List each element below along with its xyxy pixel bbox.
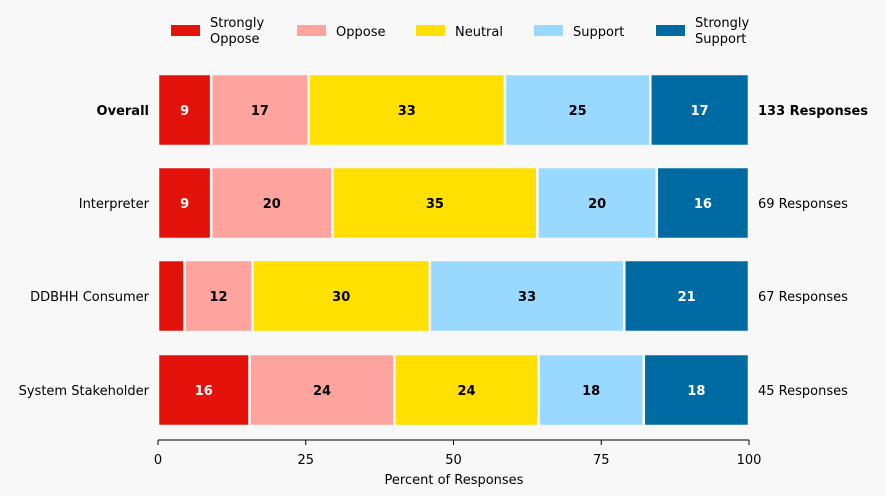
data-label-overall-support: 25	[569, 104, 587, 119]
data-label-system-stakeholder-neutral: 24	[457, 384, 475, 399]
bar-overall-neutral	[307, 72, 507, 148]
bar-overall-oppose	[209, 72, 310, 148]
bar-ddbhh-consumer-strongly-support	[623, 258, 751, 334]
legend-label-support: Support	[573, 25, 624, 40]
data-label-ddbhh-consumer-oppose: 12	[210, 290, 228, 305]
legend-swatch-support	[534, 25, 563, 36]
bar-system-stakeholder-neutral	[393, 352, 540, 428]
x-axis-label: Percent of Responses	[385, 473, 524, 488]
response-count-system-stakeholder: 45 Responses	[758, 384, 848, 399]
bar-ddbhh-consumer-strongly-oppose	[156, 258, 186, 334]
data-label-interpreter-strongly-oppose: 9	[180, 197, 189, 212]
bar-ddbhh-consumer-neutral	[251, 258, 432, 334]
legend-label-oppose: Oppose	[336, 25, 385, 40]
data-label-system-stakeholder-oppose: 24	[313, 384, 331, 399]
x-tick-label: 100	[737, 453, 762, 468]
data-label-ddbhh-consumer-support: 33	[518, 290, 536, 305]
legend-label-neutral: Neutral	[455, 25, 503, 40]
response-count-interpreter: 69 Responses	[758, 197, 848, 212]
data-label-overall-neutral: 33	[398, 104, 416, 119]
bar-system-stakeholder-oppose	[248, 352, 396, 428]
data-label-overall-strongly-oppose: 9	[180, 104, 189, 119]
data-label-overall-oppose: 17	[251, 104, 269, 119]
data-label-interpreter-strongly-support: 16	[694, 197, 712, 212]
bar-overall-strongly-oppose	[156, 72, 213, 148]
legend-label-strongly-oppose: Strongly Oppose	[210, 16, 264, 47]
bar-interpreter-oppose	[209, 165, 334, 241]
category-labels: Overall Interpreter DDBHH Consumer System S…	[19, 104, 150, 399]
response-count-labels: 133 Responses 69 Responses 67 Responses 45 …	[758, 104, 868, 399]
response-count-ddbhh-consumer: 67 Responses	[758, 290, 848, 305]
data-label-system-stakeholder-strongly-oppose: 16	[195, 384, 213, 399]
bar-interpreter-neutral	[331, 165, 539, 241]
category-label-overall: Overall	[97, 104, 149, 119]
x-tick-label: 25	[297, 453, 314, 468]
bar-interpreter-strongly-support	[655, 165, 751, 241]
bar-interpreter-strongly-oppose	[156, 165, 213, 241]
data-label-interpreter-support: 20	[588, 197, 606, 212]
x-tick-label: 0	[154, 453, 162, 468]
bar-interpreter-support	[536, 165, 659, 241]
legend-label-strongly-support: Strongly Support	[695, 16, 749, 47]
legend: Strongly Oppose Oppose Neutral Support Strong…	[171, 16, 749, 47]
data-label-system-stakeholder-support: 18	[582, 384, 600, 399]
category-label-ddbhh-consumer: DDBHH Consumer	[30, 290, 150, 305]
x-tick-label: 50	[445, 453, 462, 468]
response-count-overall: 133 Responses	[758, 104, 868, 119]
legend-swatch-neutral	[416, 25, 445, 36]
x-axis: 0 25 50 75 100	[154, 439, 762, 468]
data-label-interpreter-oppose: 20	[263, 197, 281, 212]
bar-system-stakeholder-strongly-support	[642, 352, 751, 428]
legend-swatch-strongly-oppose	[171, 25, 200, 36]
data-label-system-stakeholder-strongly-support: 18	[687, 384, 705, 399]
data-label-overall-strongly-support: 17	[691, 104, 709, 119]
bar-overall-strongly-support	[649, 72, 751, 148]
x-tick-label: 75	[593, 453, 610, 468]
bar-system-stakeholder-support	[537, 352, 646, 428]
category-label-interpreter: Interpreter	[79, 197, 150, 212]
legend-swatch-strongly-support	[656, 25, 685, 36]
data-label-ddbhh-consumer-neutral: 30	[332, 290, 350, 305]
data-label-interpreter-neutral: 35	[426, 197, 444, 212]
legend-swatch-oppose	[297, 25, 326, 36]
category-label-system-stakeholder: System Stakeholder	[19, 384, 150, 399]
bars: 9 17 33 25 17 9 20 35 20 16 12 30 33 21 16 24 24 18 18	[156, 72, 751, 428]
data-label-ddbhh-consumer-strongly-support: 21	[678, 290, 696, 305]
bar-ddbhh-consumer-support	[428, 258, 626, 334]
